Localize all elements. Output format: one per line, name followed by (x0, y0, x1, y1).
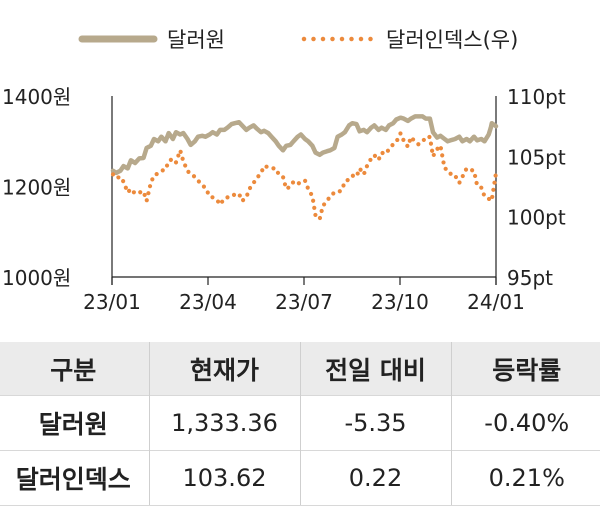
row-usdkrw-rate: -0.40% (450, 395, 600, 451)
row-dxy-name: 달러인덱스 (0, 450, 149, 506)
table-row: 달러인덱스 103.62 0.22 0.21% (0, 450, 600, 506)
series-line-usdkrw (110, 114, 499, 176)
legend-label-dxy: 달러인덱스(우) (386, 28, 518, 52)
exchange-rate-chart: 달러원 달러인덱스(우) 1000원 1200원 1400원 95pt 100pt 10… (2, 28, 566, 314)
table-header-row: 구분 현재가 전일 대비 등락률 (0, 342, 600, 396)
left-axis-tick-label: 1000원 (2, 266, 71, 290)
right-axis-tick-label: 110pt (507, 85, 566, 109)
chart-series (110, 114, 499, 223)
left-axis-tick-labels: 1000원 1200원 1400원 (2, 85, 71, 290)
series-line-dxy (110, 128, 499, 223)
row-usdkrw-change: -5.35 (299, 395, 451, 451)
row-usdkrw-name: 달러원 (0, 395, 149, 451)
chart-legend: 달러원 달러인덱스(우) (78, 28, 518, 52)
left-axis-tick-label: 1200원 (2, 176, 71, 200)
header-change: 전일 대비 (299, 342, 451, 396)
left-axis-tick-label: 1400원 (2, 85, 71, 109)
table-row: 달러원 1,333.36 -5.35 -0.40% (0, 395, 600, 451)
row-dxy-rate: 0.21% (450, 450, 600, 506)
chart-axes (111, 96, 497, 285)
row-usdkrw-price: 1,333.36 (148, 395, 300, 451)
header-change-rate: 등락률 (450, 342, 600, 396)
x-axis-tick-label: 23/04 (179, 290, 237, 314)
x-axis-tick-label: 24/01 (467, 290, 525, 314)
right-axis-tick-label: 105pt (507, 145, 566, 169)
x-axis-tick-label: 23/01 (83, 290, 141, 314)
row-dxy-change: 0.22 (299, 450, 451, 506)
right-axis-tick-label: 100pt (507, 206, 566, 230)
right-axis-tick-label: 95pt (507, 266, 553, 290)
x-axis-tick-label: 23/10 (371, 290, 429, 314)
legend-label-usdkrw: 달러원 (167, 28, 225, 52)
row-dxy-price: 103.62 (148, 450, 300, 506)
header-category: 구분 (0, 342, 149, 396)
header-current-price: 현재가 (148, 342, 300, 396)
quote-table: 구분 현재가 전일 대비 등락률 달러원 1,333.36 -5.35 -0.4… (0, 342, 600, 506)
right-axis-tick-labels: 95pt 100pt 105pt 110pt (507, 85, 566, 290)
x-axis-tick-label: 23/07 (275, 290, 333, 314)
x-axis-tick-labels: 23/01 23/04 23/07 23/10 24/01 (83, 277, 525, 314)
